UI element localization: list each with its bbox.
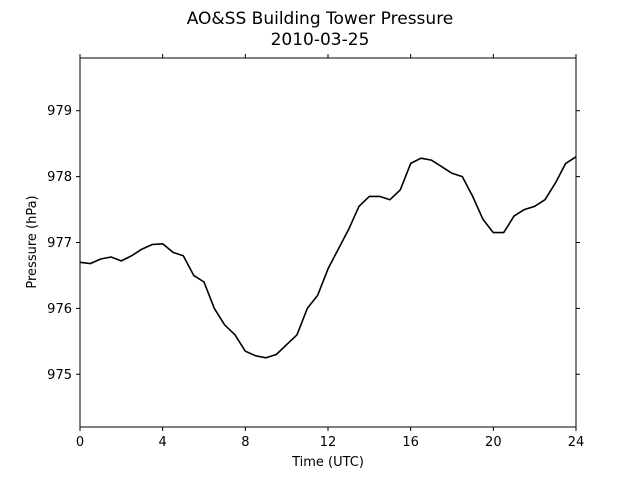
y-tick-label: 977 <box>47 236 72 251</box>
chart-subtitle: 2010-03-25 <box>271 30 370 50</box>
x-axis-label: Time (UTC) <box>291 455 364 470</box>
x-tick-label: 16 <box>402 435 419 450</box>
x-tick-label: 24 <box>568 435 585 450</box>
y-axis-label: Pressure (hPa) <box>25 195 40 288</box>
x-tick-label: 12 <box>320 435 337 450</box>
chart-title: AO&SS Building Tower Pressure <box>187 9 454 29</box>
pressure-line <box>79 156 577 359</box>
y-tick-label: 976 <box>47 302 72 317</box>
plot-frame <box>79 57 577 428</box>
x-tick-label: 0 <box>76 435 84 450</box>
x-tick-label: 20 <box>485 435 502 450</box>
x-tick-label: 4 <box>159 435 167 450</box>
y-tick-label: 975 <box>47 368 72 383</box>
plot-area <box>79 57 577 428</box>
axis-ticks: 0 4 8 12 16 20 24 975 976 977 978 979 <box>47 54 584 450</box>
x-tick-label: 8 <box>241 435 249 450</box>
y-tick-label: 978 <box>47 170 72 185</box>
y-tick-label: 979 <box>47 104 72 119</box>
